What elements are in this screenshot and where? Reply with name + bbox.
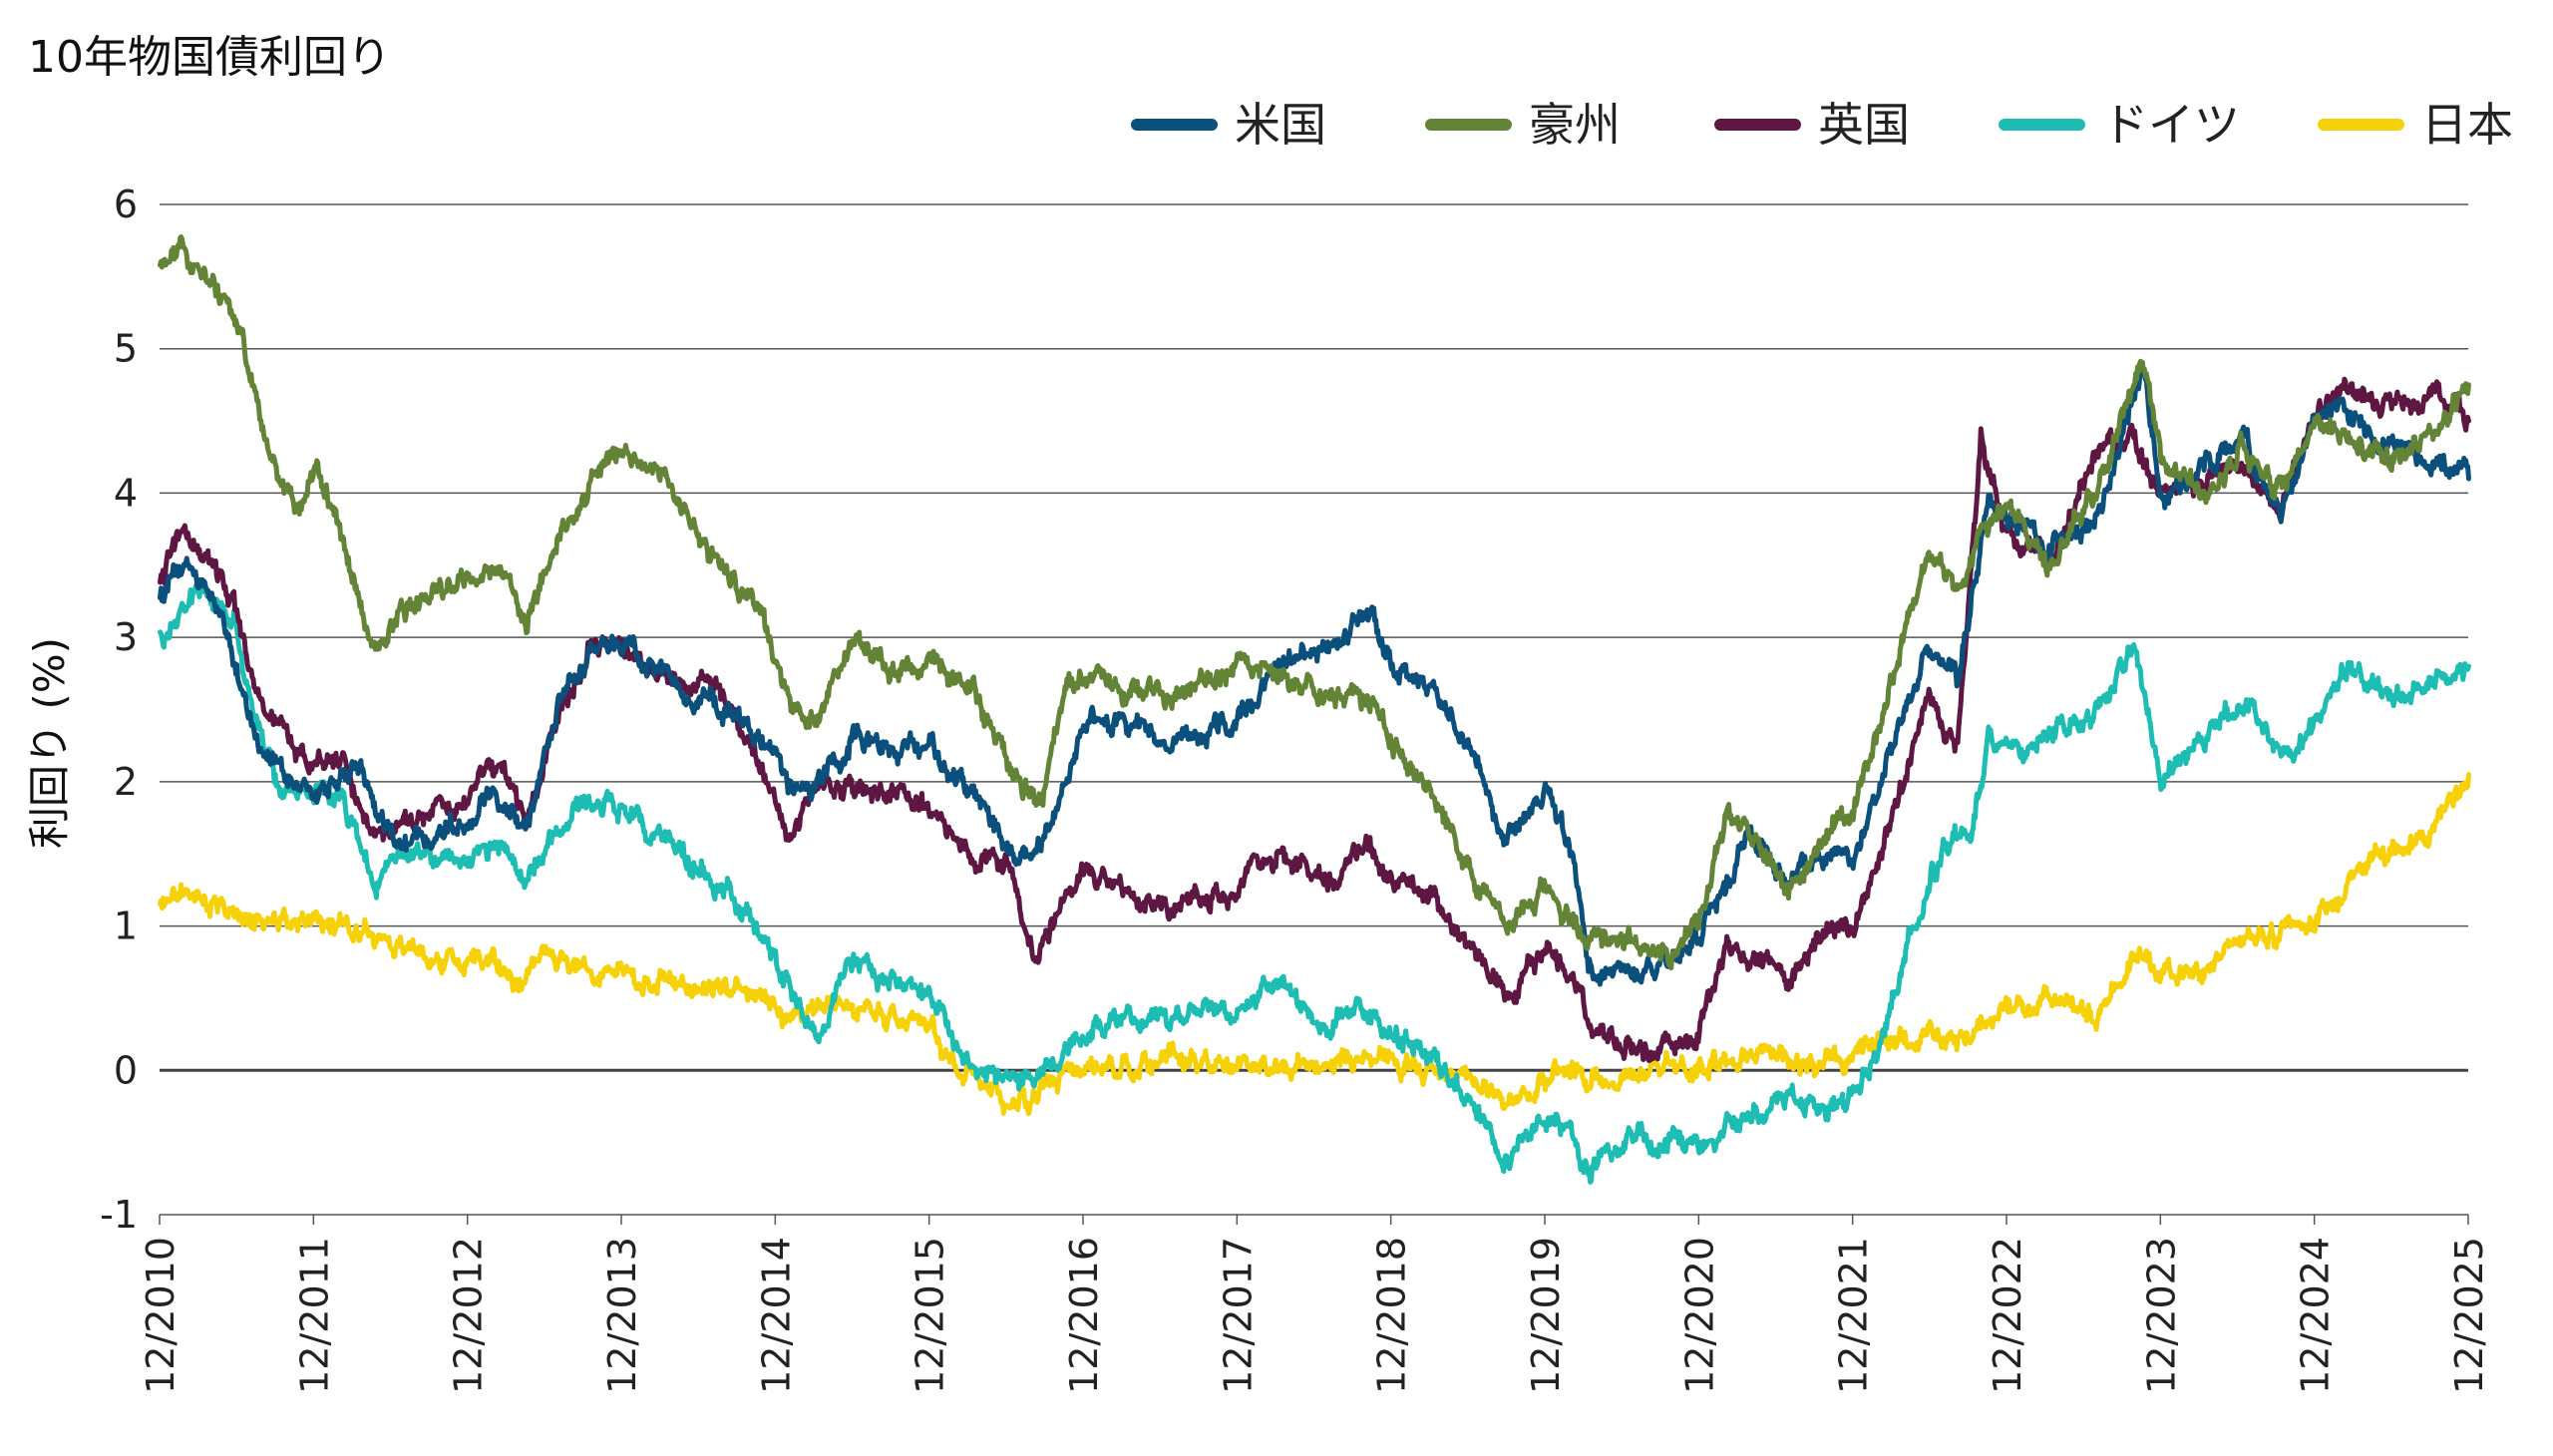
series-lines	[158, 234, 2471, 1185]
y-tick-label-2: 1	[114, 905, 138, 948]
series-line-1	[158, 234, 2471, 971]
x-tick-label-14: 12/2024	[2294, 1237, 2338, 1394]
legend-label-4: 日本	[2421, 98, 2513, 152]
x-tick-label-2: 12/2012	[447, 1237, 491, 1394]
legend-label-1: 豪州	[1529, 98, 1621, 152]
x-axis-tick-labels: 12/2010 12/2011 12/2012 12/2013 12/2014 12/20…	[139, 1215, 2491, 1394]
x-tick-label-7: 12/2017	[1216, 1237, 1260, 1394]
legend-label-0: 米国	[1235, 98, 1326, 152]
x-tick-label-4: 12/2014	[754, 1237, 798, 1394]
series-line-2	[158, 376, 2471, 1063]
x-tick-label-15: 12/2025	[2447, 1237, 2491, 1394]
x-tick-label-13: 12/2023	[2139, 1237, 2183, 1394]
y-tick-label-5: 4	[114, 471, 138, 515]
y-tick-label-1: 0	[114, 1048, 138, 1092]
x-tick-label-6: 12/2016	[1062, 1237, 1106, 1394]
x-tick-label-10: 12/2020	[1677, 1237, 1721, 1394]
x-tick-label-0: 12/2010	[139, 1237, 182, 1394]
y-tick-label-4: 3	[114, 615, 138, 659]
x-tick-label-1: 12/2011	[292, 1237, 336, 1394]
legend-label-2: 英国	[1818, 98, 1910, 152]
x-tick-label-12: 12/2022	[1986, 1237, 2029, 1394]
legend-label-3: ドイツ	[2102, 98, 2240, 152]
x-tick-label-3: 12/2013	[600, 1237, 644, 1394]
y-axis-tick-labels: -1 0 1 2 3 4 5 6	[100, 182, 138, 1237]
series-line-3	[158, 579, 2471, 1185]
series-line-4	[158, 772, 2471, 1117]
y-tick-label-6: 5	[114, 327, 138, 371]
y-axis-title: 利回り (%)	[25, 637, 74, 849]
x-tick-label-5: 12/2015	[909, 1237, 952, 1394]
series-line-0	[158, 366, 2471, 987]
x-tick-label-9: 12/2019	[1524, 1237, 1568, 1394]
legend: 米国 豪州 英国 ドイツ 日本	[1131, 98, 2513, 152]
y-tick-label-0: -1	[100, 1193, 138, 1237]
y-tick-label-3: 2	[114, 760, 138, 804]
y-tick-label-7: 6	[114, 182, 138, 226]
x-tick-label-11: 12/2021	[1832, 1237, 1876, 1394]
gridlines	[160, 203, 2468, 1216]
x-tick-label-8: 12/2018	[1370, 1237, 1414, 1394]
chart-title: 10年物国債利回り	[28, 32, 391, 83]
